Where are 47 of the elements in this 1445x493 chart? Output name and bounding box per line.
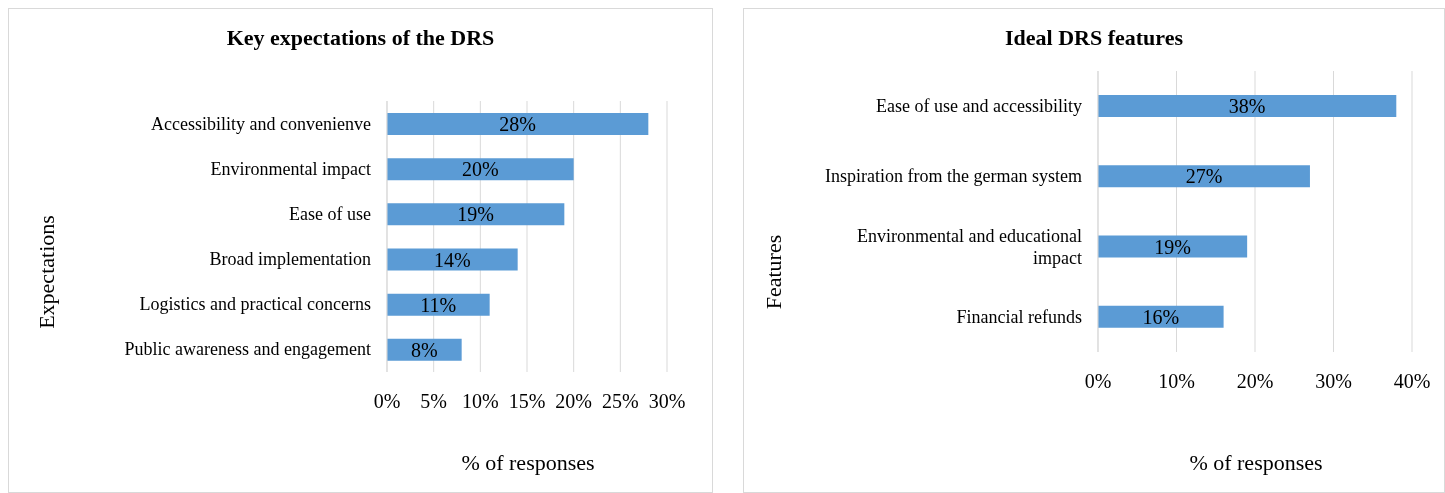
x-tick-label: 15% <box>508 390 546 413</box>
x-tick-label: 20% <box>1236 370 1274 393</box>
x-tick-label: 10% <box>1158 370 1195 393</box>
data-label: 38% <box>1228 95 1266 117</box>
y-tick-label: Public awareness and engagement <box>124 339 371 360</box>
bar <box>387 248 518 271</box>
x-tick-label: 5% <box>420 390 447 413</box>
data-label: 28% <box>499 113 536 135</box>
bar <box>387 293 490 316</box>
x-tick-label: 30% <box>648 390 686 413</box>
y-tick-label: Logistics and practical concerns <box>139 294 371 315</box>
data-label: 16% <box>1142 305 1180 328</box>
bar <box>1098 95 1397 117</box>
x-tick-label: 25% <box>602 390 639 413</box>
data-label: 8% <box>411 338 438 361</box>
bar <box>1098 305 1224 328</box>
y-tick-label: Financial refunds <box>956 306 1082 327</box>
bar <box>387 113 649 135</box>
x-axis-title: % of responses <box>460 450 596 476</box>
data-label: 27% <box>1185 165 1223 188</box>
y-tick-label: Environmental impact <box>210 158 371 179</box>
x-tick-label: 30% <box>1315 370 1352 393</box>
x-axis-title: % of responses <box>1188 450 1324 476</box>
x-tick-label: 20% <box>555 390 592 413</box>
data-label: 19% <box>457 203 494 226</box>
chart-title: Ideal DRS features <box>1004 25 1184 51</box>
y-tick-label: Broad implementation <box>209 249 371 270</box>
bar <box>387 203 565 226</box>
y-tick-label: Accessibility and convenienve <box>151 113 371 134</box>
data-label: 19% <box>1154 235 1191 258</box>
x-tick-label: 40% <box>1393 370 1431 393</box>
data-label: 11% <box>420 293 457 316</box>
y-axis-title: Features <box>761 233 787 312</box>
y-axis-title: Expectations <box>34 214 60 331</box>
bar <box>387 158 574 181</box>
data-label: 14% <box>434 248 471 271</box>
x-tick-label: 0% <box>373 390 401 413</box>
bar <box>1098 165 1310 188</box>
chart-title: Key expectations of the DRS <box>225 25 496 51</box>
y-tick-label: Ease of use <box>289 203 372 224</box>
bar <box>1098 235 1248 258</box>
x-tick-label: 10% <box>462 390 499 413</box>
y-tick-label: Environmental and educational impact <box>857 225 1082 268</box>
data-label: 20% <box>462 158 499 181</box>
y-tick-label: Inspiration from the german system <box>825 166 1082 187</box>
y-tick-label: Ease of use and accessibility <box>876 96 1082 117</box>
x-tick-label: 0% <box>1084 370 1112 393</box>
